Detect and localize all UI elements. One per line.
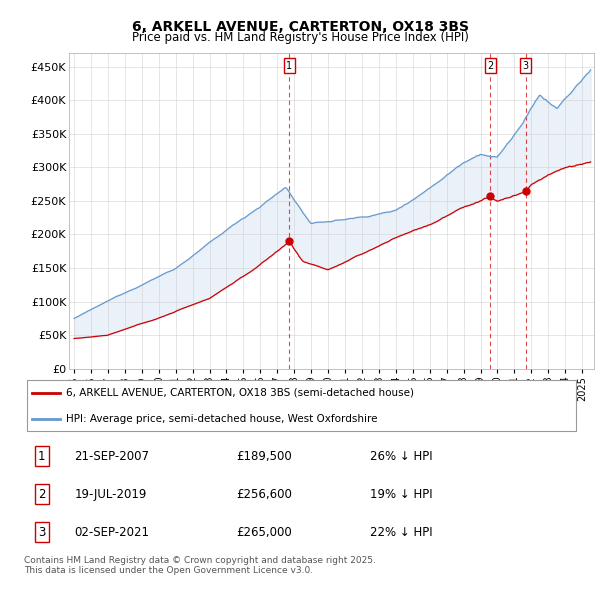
Text: £256,600: £256,600 xyxy=(236,487,292,501)
Text: 6, ARKELL AVENUE, CARTERTON, OX18 3BS: 6, ARKELL AVENUE, CARTERTON, OX18 3BS xyxy=(131,20,469,34)
Text: Price paid vs. HM Land Registry's House Price Index (HPI): Price paid vs. HM Land Registry's House … xyxy=(131,31,469,44)
Text: 1: 1 xyxy=(286,61,292,71)
Text: £265,000: £265,000 xyxy=(236,526,292,539)
Text: 02-SEP-2021: 02-SEP-2021 xyxy=(74,526,149,539)
Text: 26% ↓ HPI: 26% ↓ HPI xyxy=(370,450,433,463)
Text: 21-SEP-2007: 21-SEP-2007 xyxy=(74,450,149,463)
Text: Contains HM Land Registry data © Crown copyright and database right 2025.
This d: Contains HM Land Registry data © Crown c… xyxy=(24,556,376,575)
Text: 2: 2 xyxy=(38,487,46,501)
Text: 1: 1 xyxy=(38,450,46,463)
Text: 19-JUL-2019: 19-JUL-2019 xyxy=(74,487,146,501)
Text: 6, ARKELL AVENUE, CARTERTON, OX18 3BS (semi-detached house): 6, ARKELL AVENUE, CARTERTON, OX18 3BS (s… xyxy=(66,388,414,398)
Text: 19% ↓ HPI: 19% ↓ HPI xyxy=(370,487,433,501)
Text: £189,500: £189,500 xyxy=(236,450,292,463)
FancyBboxPatch shape xyxy=(27,380,577,431)
Text: 2: 2 xyxy=(487,61,493,71)
Text: HPI: Average price, semi-detached house, West Oxfordshire: HPI: Average price, semi-detached house,… xyxy=(66,414,377,424)
Text: 22% ↓ HPI: 22% ↓ HPI xyxy=(370,526,433,539)
Text: 3: 3 xyxy=(38,526,46,539)
Text: 3: 3 xyxy=(523,61,529,71)
